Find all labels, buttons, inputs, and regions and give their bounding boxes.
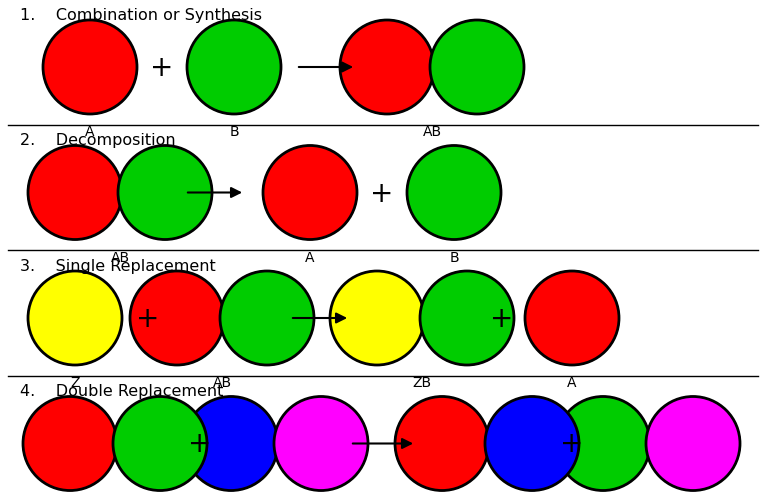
Circle shape [23,397,117,490]
Circle shape [187,21,281,115]
Circle shape [28,146,122,240]
Circle shape [184,397,278,490]
Circle shape [407,146,501,240]
Circle shape [220,272,314,365]
Text: ZB: ZB [412,375,432,389]
Circle shape [430,21,524,115]
Text: +: + [188,430,212,457]
Text: A: A [85,125,94,139]
Text: AB: AB [422,125,442,139]
Circle shape [28,272,122,365]
Circle shape [485,397,579,490]
Circle shape [646,397,740,490]
Circle shape [525,272,619,365]
Text: A: A [305,250,315,264]
Circle shape [118,146,212,240]
Circle shape [263,146,357,240]
Circle shape [274,397,368,490]
Circle shape [130,272,224,365]
Text: +: + [370,179,394,207]
Text: +: + [561,430,584,457]
Text: Z: Z [70,375,80,389]
Text: AB: AB [111,250,130,264]
Circle shape [556,397,650,490]
Circle shape [330,272,424,365]
Circle shape [43,21,137,115]
Text: +: + [136,305,160,332]
Circle shape [420,272,514,365]
Text: 4.    Double Replacement: 4. Double Replacement [20,384,223,399]
Text: A: A [568,375,577,389]
Circle shape [113,397,207,490]
Text: +: + [490,305,514,332]
Text: +: + [151,54,174,82]
Text: 3.    Single Replacement: 3. Single Replacement [20,259,216,274]
Circle shape [340,21,434,115]
Circle shape [395,397,489,490]
Text: 1.    Combination or Synthesis: 1. Combination or Synthesis [20,8,262,23]
Text: AB: AB [213,375,232,389]
Text: B: B [229,125,239,139]
Text: B: B [449,250,458,264]
Text: 2.    Decomposition: 2. Decomposition [20,133,176,148]
